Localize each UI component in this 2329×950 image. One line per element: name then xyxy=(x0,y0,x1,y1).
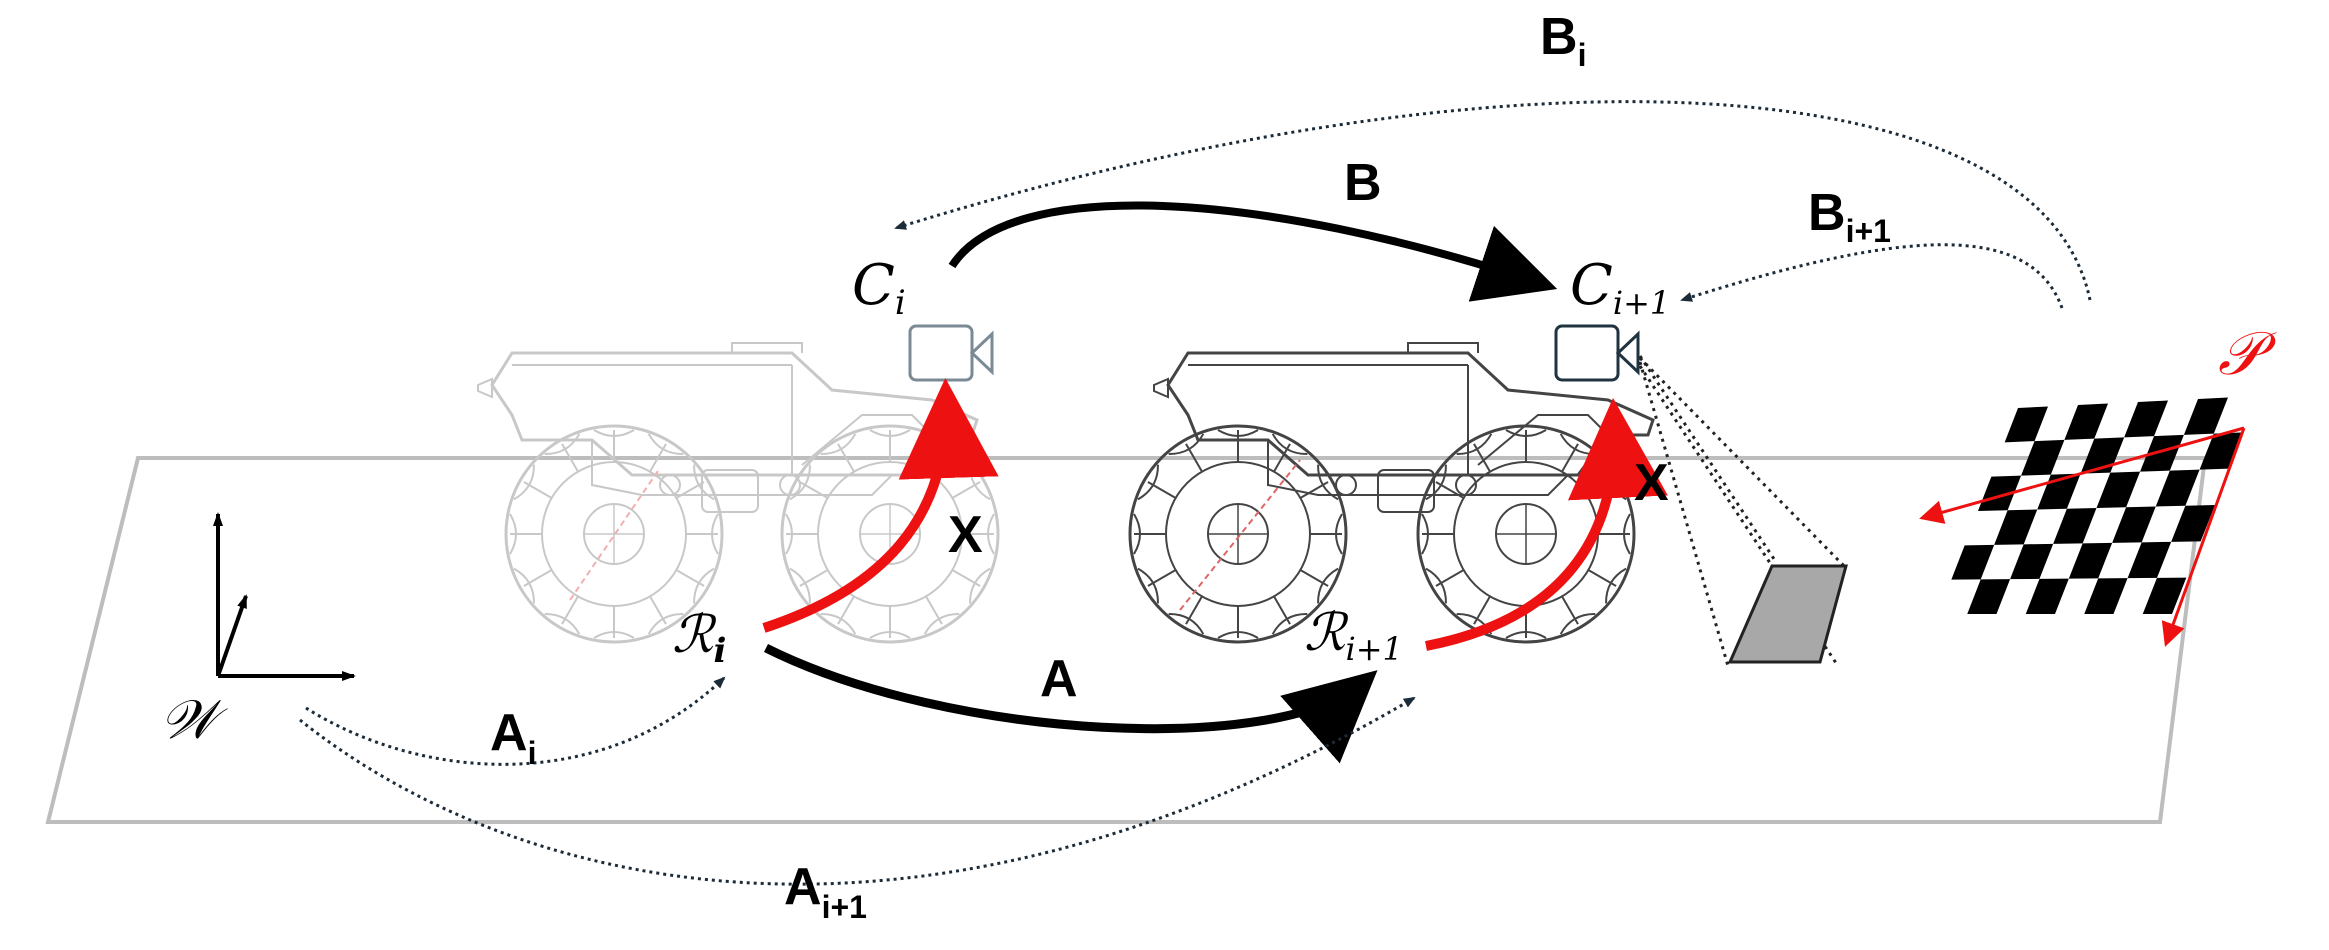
transform-A-next-subscript: i+1 xyxy=(822,889,867,925)
robot-frame-next-symbol: ℛ xyxy=(1304,603,1349,663)
checker-square xyxy=(2184,398,2228,435)
camera-frame-next-symbol: C xyxy=(1570,253,1613,318)
robot-i-faded xyxy=(478,343,998,642)
calibration-pattern xyxy=(1951,398,2243,615)
checker-square xyxy=(2005,407,2048,443)
checker-square xyxy=(2010,544,2053,579)
checker-square xyxy=(2128,542,2172,578)
transform-A-i-subscript: i xyxy=(528,735,537,771)
world-axes xyxy=(218,514,354,676)
checker-square xyxy=(2064,404,2108,440)
world-frame-label: 𝒲 xyxy=(160,688,228,751)
image-plane xyxy=(1730,566,1846,662)
robot-frame-i-label: ℛi xyxy=(672,605,726,671)
camera-i-icon xyxy=(910,326,992,380)
transform-B-next-base: B xyxy=(1808,184,1846,242)
camera-frame-i-label: Ci xyxy=(852,253,906,323)
checker-square xyxy=(2053,508,2096,544)
checker-square xyxy=(1951,545,1994,580)
ground-plane xyxy=(48,458,2205,822)
checker-square xyxy=(2026,579,2069,614)
transform-B-i-base: B xyxy=(1540,8,1578,66)
transform-B-next-label: Bi+1 xyxy=(1808,184,1891,249)
robot-frame-i-subscript: i xyxy=(714,631,727,671)
checker-square xyxy=(2097,472,2141,508)
camera-frame-i-symbol: C xyxy=(852,253,895,318)
camera-frame-next-label: Ci+1 xyxy=(1570,253,1670,322)
checker-square xyxy=(2124,401,2168,438)
dotted-arrow-B-next xyxy=(1682,245,2062,308)
robot-frame-next-label: ℛi+1 xyxy=(1304,603,1403,668)
camera-frame-next-subscript: i+1 xyxy=(1613,284,1670,322)
camera-next-icon xyxy=(1556,326,1638,380)
transform-A-next-label: Ai+1 xyxy=(784,858,867,925)
robot-next-solid xyxy=(1130,343,1653,642)
motion-arrow-B xyxy=(952,205,1542,284)
robot-frame-next-subscript: i+1 xyxy=(1346,630,1403,668)
transform-A-i-label: Ai xyxy=(490,704,536,771)
transform-A-label: A xyxy=(1040,650,1078,708)
transform-B-i-subscript: i xyxy=(1578,37,1587,73)
checker-square xyxy=(2156,470,2200,507)
checker-square xyxy=(2140,435,2184,472)
transform-B-next-subscript: i+1 xyxy=(1846,213,1891,249)
camera-frame-i-subscript: i xyxy=(895,283,906,323)
pattern-frame-label: 𝒫 xyxy=(2218,319,2277,389)
transform-A-i-base: A xyxy=(490,704,528,762)
transform-B-i-label: Bi xyxy=(1540,8,1586,73)
transform-B-label: B xyxy=(1344,154,1382,212)
transform-X-next-label: X xyxy=(1634,454,1669,512)
checker-square xyxy=(2069,543,2112,579)
transform-X-i-label: X xyxy=(948,506,983,564)
checker-square xyxy=(2112,507,2156,543)
robot-frame-i-symbol: ℛ xyxy=(672,605,717,665)
checker-square xyxy=(1967,579,2010,614)
transform-A-next-base: A xyxy=(784,858,822,916)
checker-square xyxy=(1994,510,2037,545)
checker-square xyxy=(2084,578,2127,614)
